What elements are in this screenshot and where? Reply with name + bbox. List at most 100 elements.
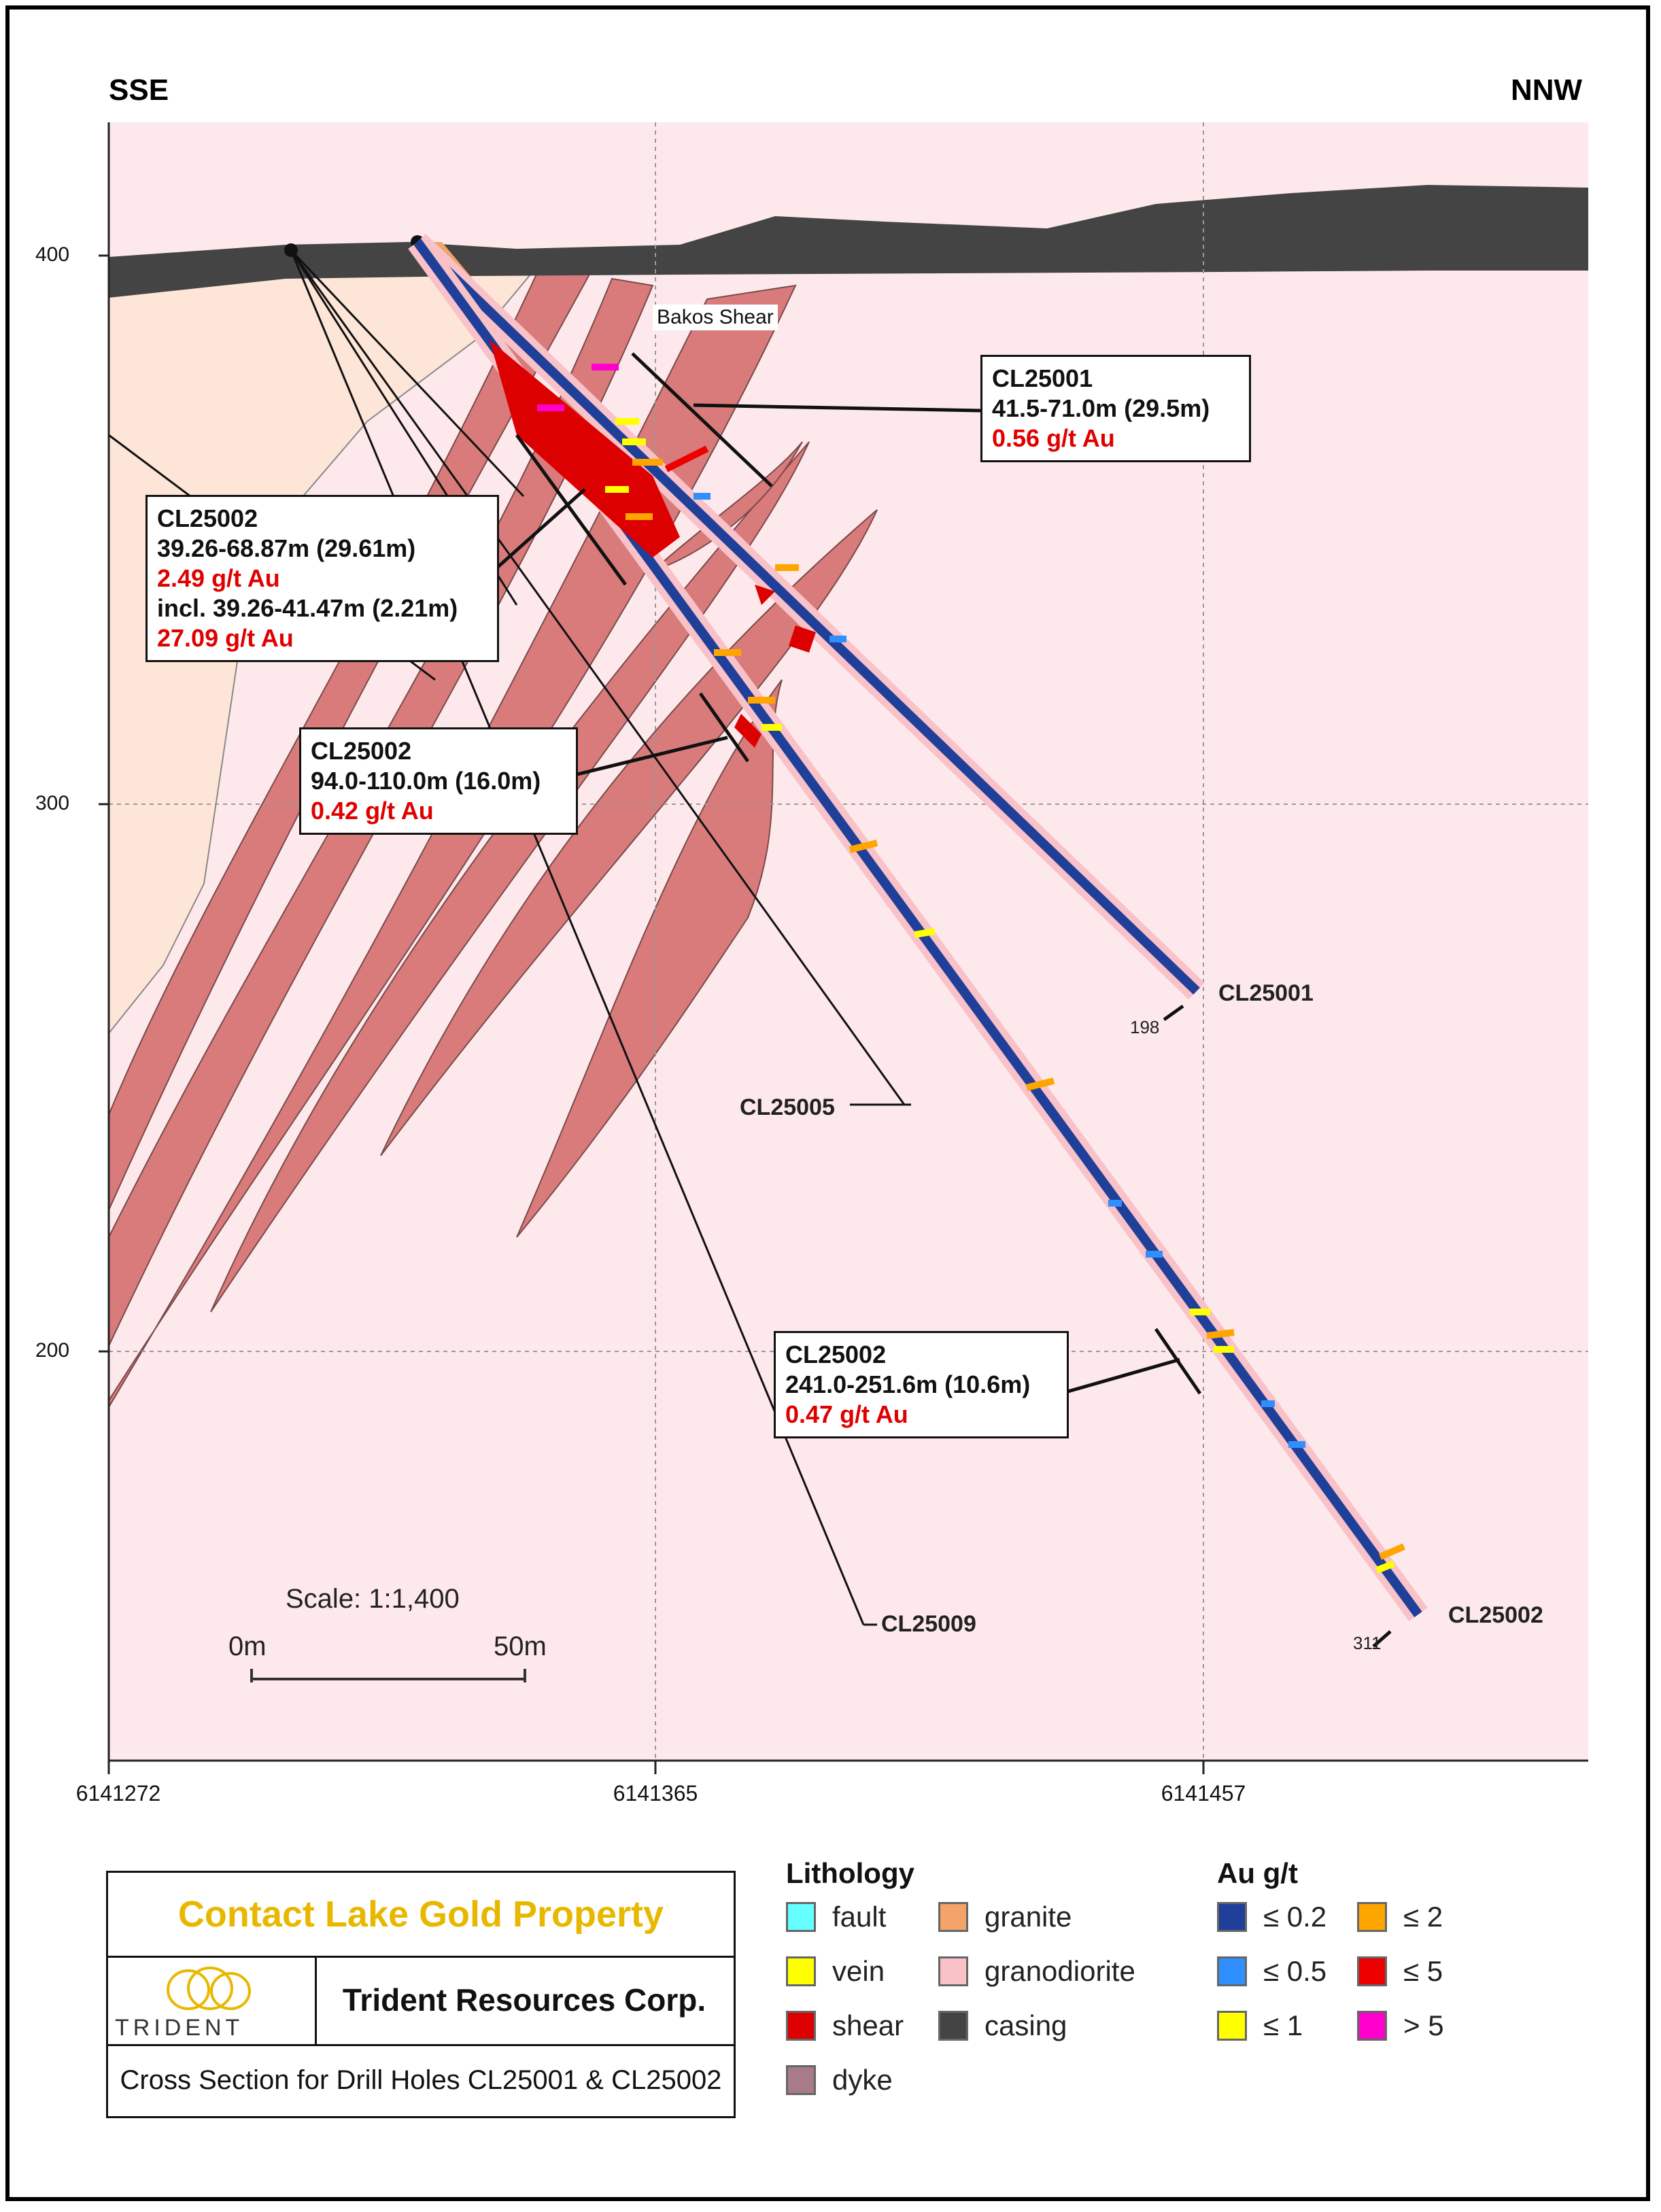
bakos-shear-line — [631, 352, 773, 487]
legend-label: casing — [984, 2009, 1067, 2041]
legend-item-au-gt5: > 5 — [1357, 2009, 1444, 2042]
legend-item-au-0-2: ≤ 0.2 — [1217, 1901, 1326, 1933]
company-row: TRIDENT Trident Resources Corp. — [108, 1956, 734, 2046]
section-mark-callout-2 — [515, 434, 628, 586]
logo-rings-icon — [167, 1967, 251, 2010]
au-gt5-swatch — [1357, 2011, 1387, 2041]
hole-depth-CL25001: 198 — [1130, 1017, 1160, 1037]
direction-right: NNW — [1511, 73, 1583, 107]
fault-swatch — [786, 1902, 816, 1932]
elevation-tick-400: 400 — [35, 243, 70, 266]
dyke-4 — [210, 441, 810, 1313]
grade-tick-yellow-8 — [1375, 1560, 1395, 1574]
shear-zone-2 — [585, 435, 653, 523]
legend-label: ≤ 0.2 — [1263, 1901, 1327, 1933]
title-block: Contact Lake Gold Property TRIDENT Tride… — [106, 1871, 736, 2118]
elevation-tick-300: 300 — [35, 792, 70, 814]
legend-item-granite: granite — [938, 1901, 1072, 1933]
legend-label: ≤ 5 — [1403, 1955, 1443, 1987]
shear-zone-5 — [734, 714, 761, 748]
company-logo: TRIDENT — [108, 1956, 317, 2044]
leader-callout-3 — [574, 736, 728, 777]
callout-CL25002-upper: CL25002 39.26-68.87m (29.61m) 2.49 g/t A… — [145, 495, 499, 662]
legend-item-vein: vein — [786, 1955, 885, 1988]
elevation-tick-200: 200 — [35, 1339, 70, 1362]
hole-label-CL25009: CL25009 — [881, 1611, 976, 1637]
hole-label-CL25005: CL25005 — [740, 1094, 835, 1120]
granite-swatch — [938, 1902, 968, 1932]
vein-swatch — [786, 1956, 816, 1986]
au-2-swatch — [1357, 1902, 1387, 1932]
casing-swatch — [938, 2011, 968, 2041]
hole-label-CL25002: CL25002 — [1448, 1602, 1543, 1628]
callout-interval: 41.5-71.0m (29.5m) — [992, 394, 1210, 422]
au-5-swatch — [1357, 1956, 1387, 1986]
lithology-legend-title: Lithology — [786, 1857, 914, 1889]
legend-item-au-2: ≤ 2 — [1357, 1901, 1443, 1933]
callout-incl-interval: incl. 39.26-41.47m (2.21m) — [157, 594, 458, 622]
callout-hole: CL25002 — [157, 504, 258, 532]
scale-label: Scale: 1:1,400 — [286, 1584, 460, 1614]
dyke-6 — [516, 679, 783, 1238]
northing-tick-2: 6141365 — [613, 1781, 698, 1805]
callout-grade: 0.47 g/t Au — [785, 1400, 908, 1428]
callout-grade: 0.56 g/t Au — [992, 424, 1115, 452]
legend-item-casing: casing — [938, 2009, 1067, 2042]
dyke-swatch — [786, 2065, 816, 2095]
callout-hole: CL25002 — [785, 1341, 887, 1368]
legend-item-shear: shear — [786, 2009, 904, 2042]
company-name: Trident Resources Corp. — [342, 1982, 706, 2018]
legend-item-fault: fault — [786, 1901, 886, 1933]
section-caption: Cross Section for Drill Holes CL25001 & … — [120, 2064, 722, 2095]
trace-a — [290, 249, 525, 498]
direction-left: SSE — [109, 73, 169, 107]
legend-label: granite — [984, 1901, 1072, 1933]
legend-label: fault — [832, 1901, 887, 1933]
shear-zone-3 — [755, 585, 775, 605]
section-mark-callout-3 — [698, 692, 750, 763]
shear-zone-4 — [789, 625, 816, 653]
grade-tick-orange-7 — [1025, 1077, 1055, 1091]
callout-hole: CL25001 — [992, 364, 1093, 392]
callout-CL25002-lower: CL25002 241.0-251.6m (10.6m) 0.47 g/t Au — [774, 1331, 1069, 1438]
trace-CL25009 — [290, 249, 865, 1625]
grade-tick-red-1 — [664, 445, 709, 472]
legend-item-au-1: ≤ 1 — [1217, 2009, 1303, 2042]
callout-grade: 0.42 g/t Au — [311, 797, 434, 825]
northing-tick-3: 6141457 — [1161, 1781, 1246, 1805]
callout-CL25001: CL25001 41.5-71.0m (29.5m) 0.56 g/t Au — [980, 355, 1251, 462]
northing-tick-1: 6141272 — [75, 1781, 161, 1805]
callout-interval: 241.0-251.6m (10.6m) — [785, 1370, 1031, 1398]
hole-depth-CL25002: 311 — [1353, 1633, 1382, 1653]
grade-tick-orange-9 — [1379, 1543, 1405, 1560]
legend-label: vein — [832, 1955, 885, 1987]
casing-layer — [109, 185, 1588, 298]
legend-label: ≤ 2 — [1403, 1901, 1443, 1933]
dyke-3 — [108, 284, 797, 1410]
collar-1 — [284, 243, 298, 257]
end-tick-CL25002 — [1372, 1630, 1392, 1648]
legend-label: shear — [832, 2009, 904, 2041]
trace-CL25005 — [290, 249, 906, 1105]
legend-label: dyke — [832, 2064, 893, 2096]
shear-swatch — [786, 2011, 816, 2041]
legend-label: ≤ 0.5 — [1263, 1955, 1327, 1987]
leader-callout-2 — [495, 488, 586, 570]
logo-text: TRIDENT — [115, 2015, 244, 2041]
end-tick-CL25001 — [1163, 1004, 1184, 1022]
callout-interval: 94.0-110.0m (16.0m) — [311, 767, 541, 795]
au-1-swatch — [1217, 2011, 1247, 2041]
bakos-shear-label: Bakos Shear — [653, 305, 778, 330]
outer-frame — [5, 5, 1650, 2201]
dyke-5 — [380, 509, 878, 1156]
legend-label: granodiorite — [984, 1955, 1135, 1987]
scale-end: 50m — [494, 1631, 547, 1661]
scale-start: 0m — [228, 1631, 267, 1661]
hole-CL25001 — [409, 233, 1205, 1000]
grade-tick-yellow-5 — [914, 928, 936, 938]
legend-item-au-0-5: ≤ 0.5 — [1217, 1955, 1326, 1988]
property-title: Contact Lake Gold Property — [108, 1873, 734, 1958]
legend-item-dyke: dyke — [786, 2064, 893, 2096]
leader-callout-1 — [693, 403, 981, 413]
